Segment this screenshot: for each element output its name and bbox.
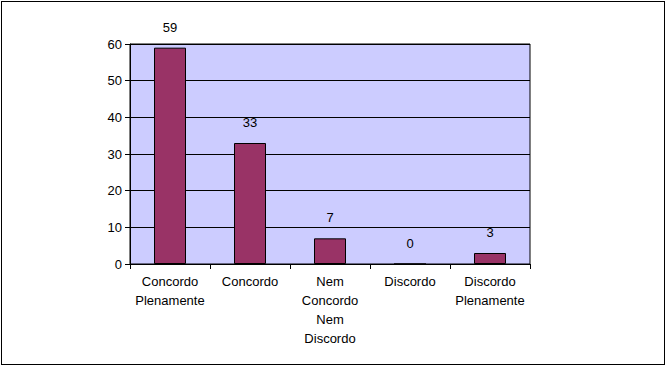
svg-text:Discordo: Discordo (384, 274, 435, 289)
svg-text:0: 0 (115, 257, 122, 272)
svg-text:Nem: Nem (316, 312, 343, 327)
svg-text:Discordo: Discordo (464, 274, 515, 289)
svg-text:60: 60 (108, 37, 122, 52)
svg-text:7: 7 (326, 210, 333, 225)
svg-text:20: 20 (108, 183, 122, 198)
svg-text:40: 40 (108, 110, 122, 125)
svg-text:33: 33 (243, 115, 257, 130)
svg-text:3: 3 (486, 225, 493, 240)
svg-text:30: 30 (108, 147, 122, 162)
svg-text:50: 50 (108, 73, 122, 88)
svg-text:Plenamente: Plenamente (135, 293, 204, 308)
svg-text:10: 10 (108, 220, 122, 235)
svg-text:Concordo: Concordo (222, 274, 278, 289)
svg-text:0: 0 (406, 236, 413, 251)
svg-text:Nem: Nem (316, 274, 343, 289)
svg-text:Plenamente: Plenamente (455, 293, 524, 308)
svg-text:Concordo: Concordo (302, 293, 358, 308)
svg-text:Concordo: Concordo (142, 274, 198, 289)
svg-text:59: 59 (163, 20, 177, 35)
svg-text:Discordo: Discordo (304, 331, 355, 346)
